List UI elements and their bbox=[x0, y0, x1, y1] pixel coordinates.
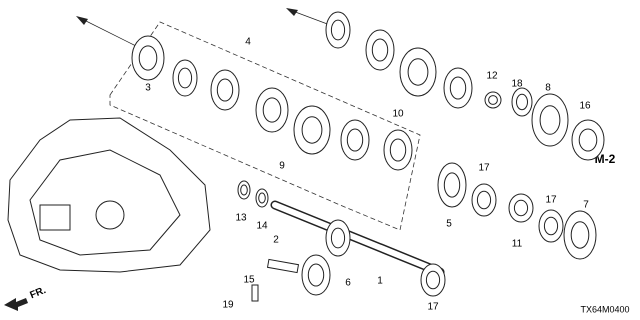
gear-bore bbox=[389, 138, 407, 162]
callout-label: 12 bbox=[486, 71, 498, 82]
gear-bore bbox=[539, 105, 561, 135]
callout-label: 18 bbox=[511, 79, 523, 90]
arrow-line bbox=[79, 17, 141, 49]
gear-bore bbox=[307, 263, 325, 287]
callout-label: 3 bbox=[145, 83, 151, 94]
arrow-line bbox=[289, 9, 331, 26]
gear-bore bbox=[513, 199, 529, 217]
callout-label: 14 bbox=[256, 221, 268, 232]
arrow-head bbox=[76, 16, 88, 25]
shaft-inner bbox=[272, 202, 443, 275]
gear-bore bbox=[371, 38, 389, 62]
callout-label: 13 bbox=[235, 213, 247, 224]
gear-bore bbox=[346, 128, 364, 152]
callout-label: 11 bbox=[512, 239, 523, 250]
gear-bore bbox=[258, 192, 266, 204]
callout-label: 9 bbox=[279, 161, 285, 172]
gear-bore bbox=[177, 67, 193, 89]
gear-bore bbox=[301, 116, 323, 144]
bolt bbox=[251, 284, 259, 302]
gear-bore bbox=[449, 76, 467, 100]
gear-bore bbox=[407, 58, 429, 86]
callout-label: 17 bbox=[427, 302, 439, 313]
callout-label: 15 bbox=[243, 275, 255, 286]
callout-label: 17 bbox=[545, 195, 557, 206]
gear-bore bbox=[578, 128, 598, 152]
gear-bore bbox=[570, 221, 590, 249]
gear-bore bbox=[488, 95, 498, 105]
callout-label: 2 bbox=[273, 235, 279, 246]
gear-bore bbox=[330, 19, 346, 41]
gear-bore bbox=[516, 93, 528, 111]
gear-bore bbox=[476, 190, 492, 210]
gear-bore bbox=[443, 172, 461, 198]
section-code: M-2 bbox=[595, 152, 616, 166]
gear-bore bbox=[425, 270, 441, 290]
direction-arrow bbox=[4, 298, 28, 311]
gear-bore bbox=[138, 45, 158, 71]
gear-bore bbox=[330, 227, 346, 249]
pin bbox=[266, 258, 300, 274]
diagram-code: TX64M0400 bbox=[580, 304, 629, 314]
group-box bbox=[109, 21, 421, 231]
gear-bore bbox=[216, 78, 234, 102]
callout-label: 8 bbox=[545, 83, 551, 94]
callout-label: 17 bbox=[478, 163, 490, 174]
callout-label: 6 bbox=[345, 278, 351, 289]
arrow-head bbox=[286, 8, 298, 16]
callout-label: 10 bbox=[392, 109, 404, 120]
case-window bbox=[39, 204, 71, 231]
gear-bore bbox=[262, 97, 282, 123]
callout-label: 19 bbox=[222, 300, 234, 311]
callout-label: 1 bbox=[377, 276, 383, 287]
callout-label: 7 bbox=[583, 200, 589, 211]
direction-label: FR. bbox=[29, 285, 48, 301]
gear-bore bbox=[543, 216, 559, 236]
gear-bore bbox=[240, 184, 248, 196]
callout-label: 4 bbox=[245, 37, 251, 48]
case-bore bbox=[95, 200, 125, 230]
callout-label: 5 bbox=[446, 219, 452, 230]
callout-label: 16 bbox=[579, 101, 591, 112]
